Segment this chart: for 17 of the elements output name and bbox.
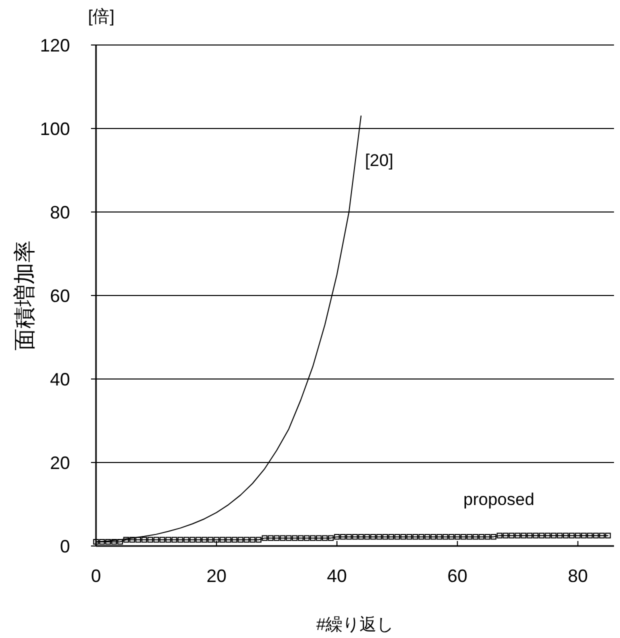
x-tick-label: 60: [447, 566, 468, 586]
x-tick-label: 40: [326, 566, 347, 586]
x-tick-label: 80: [568, 566, 588, 586]
x-axis-title: #繰り返し: [316, 615, 394, 634]
y-tick-label: 20: [50, 452, 70, 473]
y-axis-title: 面積増加率: [12, 240, 37, 350]
y-tick-label: 80: [50, 202, 70, 222]
y-tick-label: 100: [40, 118, 70, 139]
y-tick-label: 120: [40, 35, 70, 56]
x-tick-label: 0: [90, 566, 102, 586]
y-tick-label: 60: [50, 286, 70, 306]
y-tick-label: 0: [60, 536, 70, 556]
text: [倍]: [88, 7, 114, 26]
series-label: proposed: [463, 490, 534, 509]
y-tick-label: 40: [50, 369, 70, 390]
series-label: [20]: [365, 150, 394, 170]
x-tick-label: 20: [206, 566, 226, 586]
